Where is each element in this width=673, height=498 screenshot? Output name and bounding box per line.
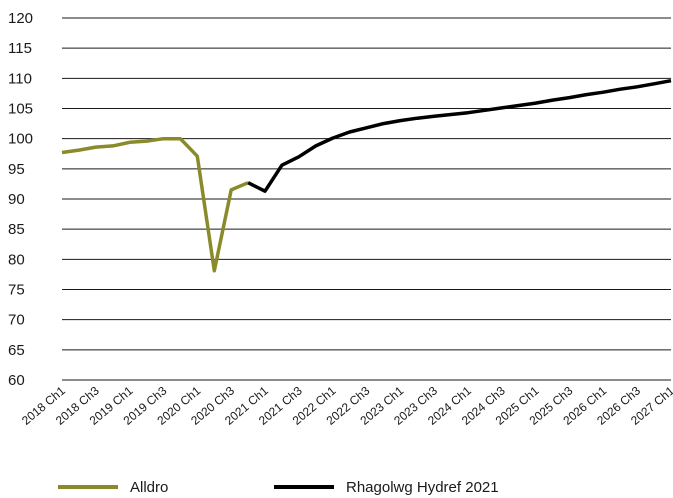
y-tick-label: 90 <box>8 191 25 208</box>
y-axis-tick-labels: 60 65 70 75 80 85 90 95 100 105 110 115 120 <box>8 10 33 389</box>
y-tick-label: 80 <box>8 251 25 268</box>
y-tick-label: 65 <box>8 342 25 359</box>
series-line <box>61 136 249 273</box>
y-tick-label: 60 <box>8 372 25 389</box>
series-line <box>247 78 672 193</box>
y-tick-label: 85 <box>8 221 25 238</box>
y-tick-label: 75 <box>8 282 25 299</box>
series-lines <box>61 78 672 273</box>
legend: Alldro Rhagolwg Hydref 2021 <box>58 479 499 496</box>
gridlines <box>62 17 671 381</box>
y-tick-label: 100 <box>8 131 33 148</box>
y-tick-label: 115 <box>8 40 32 57</box>
legend-label: Alldro <box>130 479 168 496</box>
y-tick-label: 70 <box>8 312 25 329</box>
legend-label: Rhagolwg Hydref 2021 <box>346 479 499 496</box>
y-tick-label: 95 <box>8 161 25 178</box>
y-tick-label: 105 <box>8 101 33 118</box>
y-tick-label: 120 <box>8 10 33 27</box>
y-tick-label: 110 <box>8 70 32 87</box>
